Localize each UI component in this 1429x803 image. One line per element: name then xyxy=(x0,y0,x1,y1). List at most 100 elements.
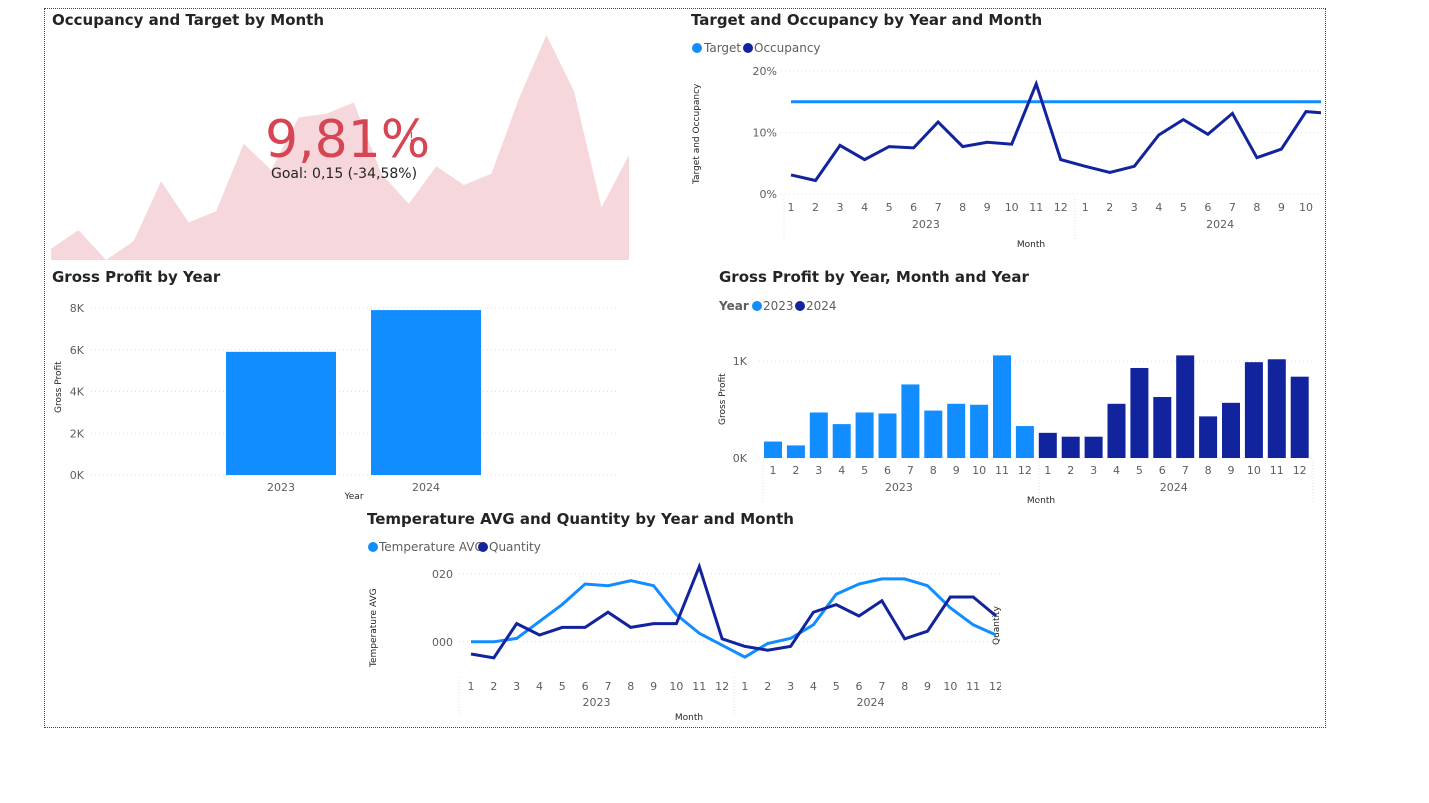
x-tick-label: 2 xyxy=(1067,464,1074,477)
x-tick-label: 1 xyxy=(741,680,748,693)
x-axis-title: Year xyxy=(343,492,363,502)
gross-profit-month-visual[interactable]: Gross Profit by Year, Month and Year Yea… xyxy=(713,267,1323,512)
bar-2023-4[interactable] xyxy=(832,424,851,458)
y-tick-label: 6K xyxy=(70,344,85,357)
legend-2024-marker xyxy=(795,301,805,311)
y-axis-title: Target and Occupancy xyxy=(692,83,702,185)
year-label: 2023 xyxy=(583,696,611,709)
y-tick-label: 0% xyxy=(760,188,777,201)
x-tick-label: 9 xyxy=(924,680,931,693)
bar-2024[interactable] xyxy=(371,310,481,475)
bar-2023-9[interactable] xyxy=(947,403,966,458)
x-tick-label: 3 xyxy=(787,680,794,693)
x-tick-label: 8 xyxy=(930,464,937,477)
legend-title: Year xyxy=(718,299,749,313)
gross-profit-year-title: Gross Profit by Year xyxy=(52,268,221,286)
bar-2023-12[interactable] xyxy=(1015,426,1034,458)
legend-temperature[interactable]: Temperature AVG xyxy=(378,540,484,554)
x-tick-label: 9 xyxy=(953,464,960,477)
bar-2024-1[interactable] xyxy=(1038,432,1057,458)
x-tick-label: 11 xyxy=(995,464,1009,477)
x-tick-label: 8 xyxy=(627,680,634,693)
temperature-quantity-chart: Temperature AVG Quantity Temperature AVG… xyxy=(368,540,1001,723)
bar-2024-3[interactable] xyxy=(1084,436,1103,458)
x-tick-label: 9 xyxy=(650,680,657,693)
x-tick-label: 12 xyxy=(1018,464,1032,477)
bar-2024-4[interactable] xyxy=(1107,403,1126,458)
bar-2023[interactable] xyxy=(226,351,336,475)
x-tick-label: 5 xyxy=(559,680,566,693)
y-tick-label: 4K xyxy=(70,386,85,399)
y-tick-label: 10% xyxy=(753,127,777,140)
x-tick-label: 5 xyxy=(1136,464,1143,477)
year-label: 2023 xyxy=(885,481,913,494)
bar-2023-11[interactable] xyxy=(993,355,1011,458)
x-axis-title: Month xyxy=(1017,240,1045,250)
x-tick-label: 1 xyxy=(468,680,475,693)
bar-2023-8[interactable] xyxy=(924,410,943,458)
x-tick-label: 8 xyxy=(1205,464,1212,477)
bar-2023-10[interactable] xyxy=(970,404,989,458)
x-tick-label: 11 xyxy=(1270,464,1284,477)
x-tick-label: 2024 xyxy=(412,481,440,494)
target-occupancy-visual[interactable]: Target and Occupancy by Year and Month T… xyxy=(685,9,1321,259)
y2-axis-title: Quantity xyxy=(992,605,1001,645)
bar-2024-11[interactable] xyxy=(1267,359,1286,458)
legend-occupancy[interactable]: Occupancy xyxy=(754,41,821,55)
target-occupancy-title: Target and Occupancy by Year and Month xyxy=(691,11,1043,29)
bar-2024-6[interactable] xyxy=(1153,397,1172,458)
x-tick-label: 10 xyxy=(972,464,986,477)
bar-2024-8[interactable] xyxy=(1199,416,1218,458)
bar-2024-2[interactable] xyxy=(1061,436,1080,458)
temperature-line[interactable] xyxy=(471,577,997,659)
bar-2024-10[interactable] xyxy=(1244,362,1263,458)
x-tick-label: 2 xyxy=(792,464,799,477)
bar-2024-5[interactable] xyxy=(1130,367,1149,458)
x-tick-label: 9 xyxy=(1278,201,1285,214)
x-tick-label: 4 xyxy=(810,680,817,693)
bar-2023-2[interactable] xyxy=(786,445,805,458)
legend-2024[interactable]: 2024 xyxy=(806,299,837,313)
quantity-line[interactable] xyxy=(470,562,997,660)
x-tick-label: 6 xyxy=(884,464,891,477)
year-label: 2024 xyxy=(856,696,884,709)
x-tick-label: 9 xyxy=(1228,464,1235,477)
y-tick-label: 8K xyxy=(70,302,85,315)
x-tick-label: 8 xyxy=(959,201,966,214)
x-tick-label: 4 xyxy=(1113,464,1120,477)
y-axis-title: Gross Profit xyxy=(718,373,728,425)
bar-2023-6[interactable] xyxy=(878,413,897,458)
legend-occupancy-marker xyxy=(743,43,753,53)
x-axis-title: Month xyxy=(675,713,703,723)
x-tick-label: 7 xyxy=(935,201,942,214)
occupancy-line[interactable] xyxy=(790,79,1321,183)
kpi-visual[interactable]: Occupancy and Target by Month 9,81% ! Go… xyxy=(51,9,631,264)
x-tick-label: 10 xyxy=(1005,201,1019,214)
gross-profit-year-visual[interactable]: Gross Profit by Year Gross Profit Year 8… xyxy=(51,267,651,507)
legend-2023[interactable]: 2023 xyxy=(763,299,794,313)
x-tick-label: 2 xyxy=(490,680,497,693)
x-tick-label: 5 xyxy=(833,680,840,693)
report-canvas: Occupancy and Target by Month 9,81% ! Go… xyxy=(44,8,1326,728)
bar-2024-9[interactable] xyxy=(1222,402,1240,458)
bar-2023-7[interactable] xyxy=(901,384,920,458)
legend-target[interactable]: Target xyxy=(703,41,741,55)
bar-2023-5[interactable] xyxy=(855,412,874,458)
x-tick-label: 12 xyxy=(1293,464,1307,477)
x-tick-label: 5 xyxy=(1180,201,1187,214)
legend-quantity[interactable]: Quantity xyxy=(489,540,541,554)
kpi-indicator: ! xyxy=(409,130,414,144)
x-tick-label: 3 xyxy=(1131,201,1138,214)
x-tick-label: 1 xyxy=(770,464,777,477)
bar-2024-12[interactable] xyxy=(1290,376,1309,458)
bar-2023-3[interactable] xyxy=(809,412,828,458)
x-tick-label: 7 xyxy=(1182,464,1189,477)
x-tick-label: 4 xyxy=(1155,201,1162,214)
x-tick-label: 10 xyxy=(1247,464,1261,477)
temperature-quantity-title: Temperature AVG and Quantity by Year and… xyxy=(367,510,794,528)
temperature-quantity-visual[interactable]: Temperature AVG and Quantity by Year and… xyxy=(361,507,1001,725)
legend-target-marker xyxy=(692,43,702,53)
bar-2024-7[interactable] xyxy=(1176,355,1195,458)
bar-2023-1[interactable] xyxy=(764,441,782,458)
